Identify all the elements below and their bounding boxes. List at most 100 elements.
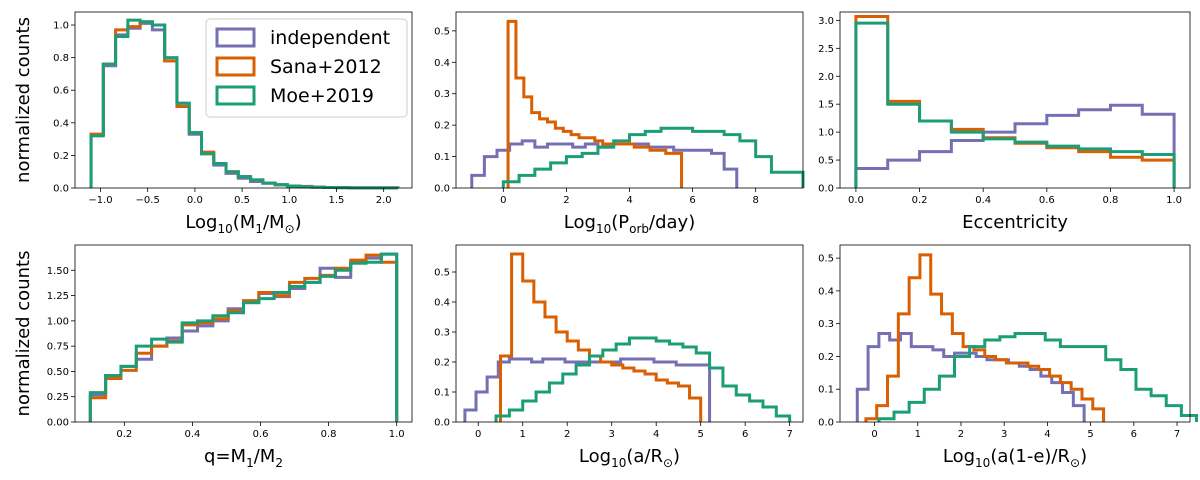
hist-p2-sana: [506, 19, 684, 188]
ytick-label-p4-0: 0.00: [47, 418, 69, 429]
xtick-label-p4-4: 1.0: [389, 429, 405, 440]
hist-p3-moe: [854, 21, 1176, 188]
ytick-label-p3-0: 0.0: [818, 184, 834, 195]
xlabel-rest: /M: [254, 446, 276, 467]
xtick-label-p2-2: 4: [626, 195, 632, 206]
xlabel-p3: Eccentricity: [962, 212, 1068, 233]
axes-frame-p3: [839, 11, 1191, 189]
ytick-label-p1-3: 0.6: [53, 86, 69, 97]
ytick-label-p3-1: 0.5: [818, 156, 834, 167]
xtick-label-p6-2: 2: [958, 429, 964, 440]
xlabel-text: Eccentricity: [962, 212, 1068, 233]
ytick-label-p5-4: 0.4: [434, 298, 450, 309]
xlabel-sun-symbol: ⊙: [663, 456, 673, 470]
xtick-label-p4-0: 0.2: [116, 429, 132, 440]
ytick-label-p6-1: 0.1: [818, 385, 834, 396]
xtick-label-p6-1: 1: [915, 429, 921, 440]
hist-p4-sana: [88, 253, 399, 422]
hist-p4-moe: [88, 252, 399, 422]
xlabel-sun-symbol: ⊙: [285, 222, 295, 236]
legend-swatch-2: [215, 85, 256, 106]
xtick-label-p6-3: 3: [1001, 429, 1007, 440]
xlabel-main: q=M: [204, 446, 246, 467]
axes-frame-p5: [455, 244, 804, 423]
panel-p1: −1.0 −0.5 0.0 0.5 1.0 1.5 2.0 0.0 0.2 0.4 0.6 0.8 1.…: [13, 11, 413, 236]
xlabel-sub: 10: [596, 222, 611, 236]
ytick-label-p4-3: 0.75: [47, 342, 69, 353]
ytick-label-p1-1: 0.2: [53, 151, 69, 162]
ytick-label-p1-5: 1.0: [53, 21, 69, 32]
xtick-label-p6-5: 5: [1087, 429, 1093, 440]
legend: independent Sana+2012 Moe+2019: [205, 18, 408, 118]
legend-label-0: independent: [270, 27, 390, 49]
xlabel-p2: Log10(Porb/day): [564, 212, 695, 236]
xlabel-main: Log: [579, 446, 611, 467]
xlabel-p1: Log10(M1/M⊙): [185, 212, 301, 236]
xtick-label-p4-1: 0.4: [184, 429, 200, 440]
hist-p3-independent: [854, 103, 1176, 188]
ytick-label-p2-0: 0.0: [434, 184, 450, 195]
ytick-label-p2-3: 0.3: [434, 89, 450, 100]
ytick-label-p4-4: 1.00: [47, 316, 69, 327]
ytick-label-p3-4: 2.0: [818, 72, 834, 83]
xlabel-sub2: 2: [275, 456, 283, 470]
xtick-label-p1-5: 1.5: [329, 195, 345, 206]
ytick-label-p3-6: 3.0: [818, 16, 834, 27]
ytick-label-p1-4: 0.8: [53, 53, 69, 64]
xtick-label-p6-6: 6: [1131, 429, 1137, 440]
xtick-label-p5-5: 5: [697, 429, 703, 440]
hist-p6-moe: [877, 332, 1198, 422]
axes-frame-p6: [839, 244, 1191, 423]
xtick-label-p1-1: −0.5: [136, 195, 160, 206]
xtick-label-p5-4: 4: [653, 429, 659, 440]
axes-frame-p1: [74, 11, 413, 189]
xtick-label-p1-0: −1.0: [88, 195, 112, 206]
ytick-label-p6-4: 0.4: [818, 286, 834, 297]
panel-p5: 0 1 2 3 4 5 6 7 0.0 0.1 0.2 0.3 0.4 0.5 Log10(a/R⊙): [434, 244, 804, 470]
xtick-label-p3-1: 0.2: [912, 195, 928, 206]
ylabel-p1: normalized counts: [13, 17, 34, 183]
xtick-label-p3-2: 0.4: [975, 195, 991, 206]
xtick-label-p1-4: 1.0: [281, 195, 297, 206]
xtick-label-p5-2: 2: [564, 429, 570, 440]
ytick-label-p1-0: 0.0: [53, 184, 69, 195]
xtick-label-p4-3: 0.8: [321, 429, 337, 440]
xtick-label-p3-5: 1.0: [1166, 195, 1182, 206]
xtick-label-p3-4: 0.8: [1103, 195, 1119, 206]
xlabel-main: Log: [943, 446, 975, 467]
xtick-label-p1-2: 0.0: [187, 195, 203, 206]
xlabel-rest2: /day): [649, 212, 695, 233]
hist-p2-independent: [470, 139, 739, 188]
xlabel-sub: 10: [217, 222, 232, 236]
ytick-label-p1-2: 0.4: [53, 118, 69, 129]
legend-frame: [205, 18, 408, 118]
ytick-label-p6-2: 0.2: [818, 352, 834, 363]
xtick-label-p1-3: 0.5: [234, 195, 250, 206]
ytick-label-p5-1: 0.1: [434, 388, 450, 399]
hist-p4-independent: [88, 252, 399, 422]
ytick-label-p3-5: 2.5: [818, 44, 834, 55]
xlabel-main: Log: [185, 212, 217, 233]
axes-frame-p4: [74, 244, 413, 423]
ytick-label-p4-2: 0.50: [47, 367, 69, 378]
xlabel-p4: q=M1/M2: [204, 446, 283, 470]
ytick-label-p4-6: 1.50: [47, 266, 69, 277]
ytick-label-p2-4: 0.4: [434, 58, 450, 69]
xtick-label-p2-3: 6: [689, 195, 695, 206]
hist-p6-independent: [855, 332, 1086, 422]
xlabel-rest: (a/R: [626, 446, 663, 467]
ytick-label-p4-5: 1.25: [47, 291, 69, 302]
ytick-label-p5-5: 0.5: [434, 268, 450, 279]
xlabel-p5: Log10(a/R⊙): [579, 446, 680, 470]
hist-p5-independent: [463, 357, 712, 422]
ytick-label-p6-0: 0.0: [818, 418, 834, 429]
xlabel-sub2: 1: [255, 222, 263, 236]
ytick-label-p6-3: 0.3: [818, 319, 834, 330]
xlabel-p6: Log10(a(1-e)/R⊙): [943, 446, 1087, 470]
xlabel-rest: (a(1-e)/R: [990, 446, 1070, 467]
ytick-label-p3-2: 1.0: [818, 128, 834, 139]
ytick-label-p3-3: 1.5: [818, 100, 834, 111]
legend-swatch-1: [215, 56, 256, 77]
xtick-label-p5-7: 7: [786, 429, 792, 440]
xlabel-sub: 1: [246, 456, 254, 470]
